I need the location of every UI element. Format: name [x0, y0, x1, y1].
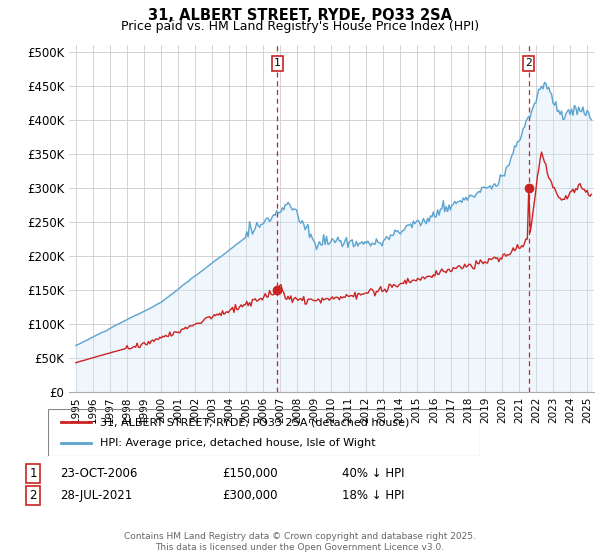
Text: 1: 1 [29, 466, 37, 480]
Text: £150,000: £150,000 [222, 466, 278, 480]
Text: 18% ↓ HPI: 18% ↓ HPI [342, 489, 404, 502]
Text: 2: 2 [526, 58, 532, 68]
Text: 31, ALBERT STREET, RYDE, PO33 2SA: 31, ALBERT STREET, RYDE, PO33 2SA [148, 8, 452, 24]
Text: 28-JUL-2021: 28-JUL-2021 [60, 489, 132, 502]
Text: 31, ALBERT STREET, RYDE, PO33 2SA (detached house): 31, ALBERT STREET, RYDE, PO33 2SA (detac… [100, 417, 409, 427]
Text: 23-OCT-2006: 23-OCT-2006 [60, 466, 137, 480]
Text: 2: 2 [29, 489, 37, 502]
Text: HPI: Average price, detached house, Isle of Wight: HPI: Average price, detached house, Isle… [100, 438, 376, 448]
Text: 40% ↓ HPI: 40% ↓ HPI [342, 466, 404, 480]
Text: Price paid vs. HM Land Registry's House Price Index (HPI): Price paid vs. HM Land Registry's House … [121, 20, 479, 32]
Text: 1: 1 [274, 58, 280, 68]
Text: £300,000: £300,000 [222, 489, 277, 502]
Text: Contains HM Land Registry data © Crown copyright and database right 2025.
This d: Contains HM Land Registry data © Crown c… [124, 532, 476, 552]
